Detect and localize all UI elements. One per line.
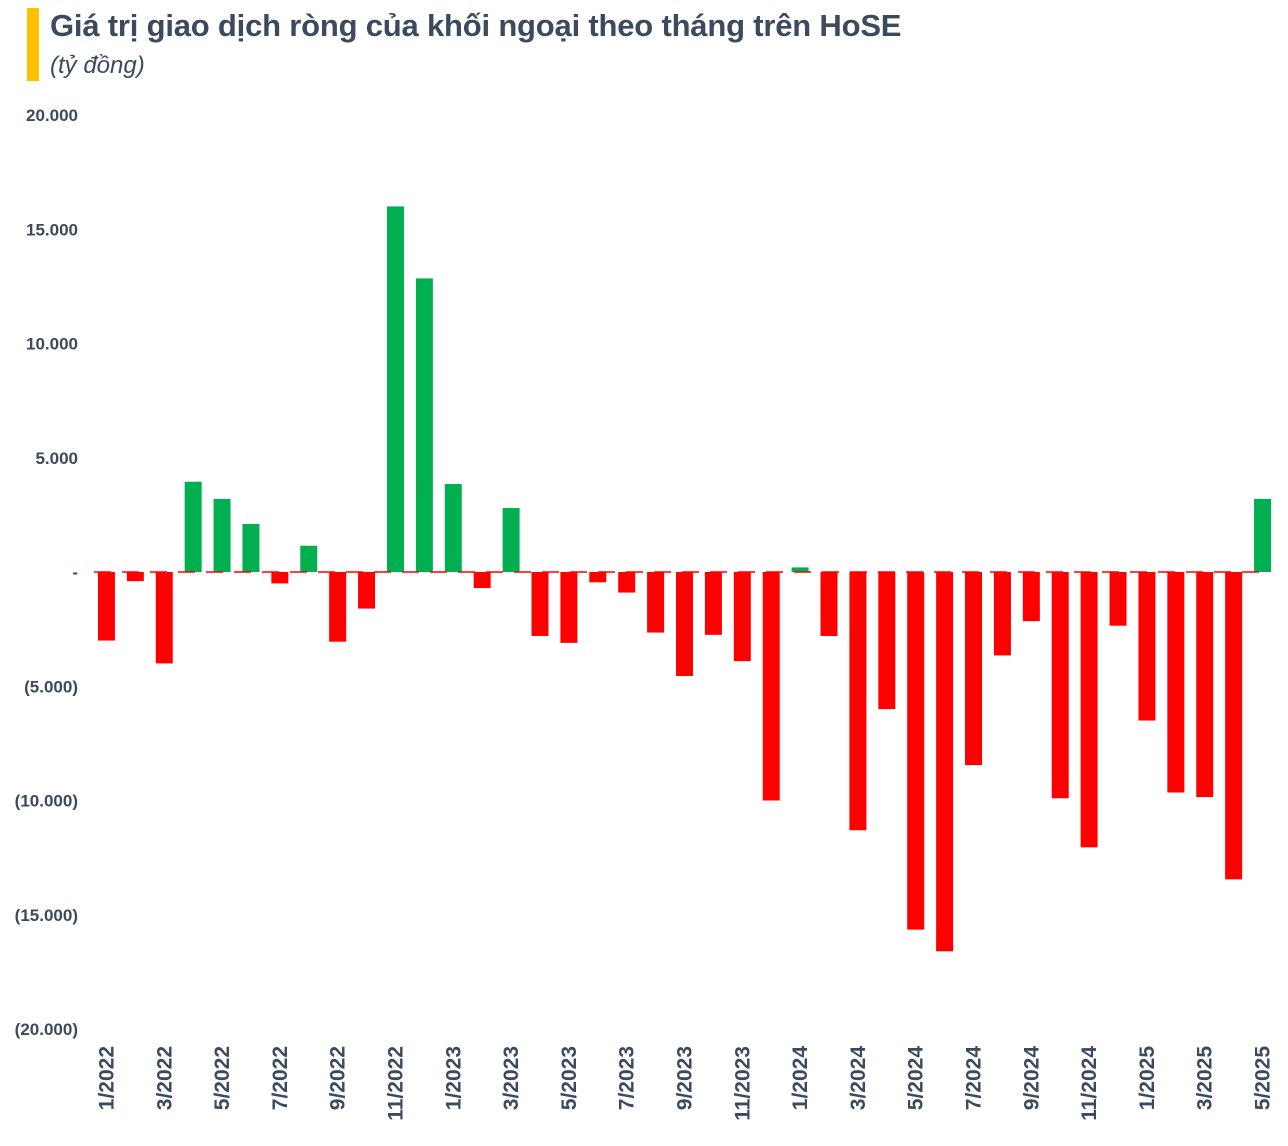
x-tick-label: 5/2023 — [558, 1046, 581, 1110]
bar-12-2024 — [1109, 572, 1127, 626]
bar-6-2024 — [936, 572, 954, 952]
x-tick-label: 7/2022 — [269, 1046, 292, 1110]
bar-12-2023 — [762, 572, 780, 801]
bar-10-2024 — [1051, 572, 1069, 799]
x-tick-label: 1/2023 — [442, 1046, 465, 1110]
bar-5-2022 — [213, 498, 231, 572]
bar-5-2023 — [560, 572, 578, 643]
bar-7-2023 — [618, 572, 636, 593]
x-tick-label: 9/2023 — [674, 1046, 697, 1110]
title-accent-bar — [27, 8, 39, 81]
bar-3-2023 — [502, 508, 520, 572]
y-tick-label: 10.000 — [26, 335, 78, 354]
chart-subtitle: (tỷ đồng) — [50, 52, 145, 79]
bar-6-2023 — [589, 572, 607, 583]
x-tick-label: 3/2024 — [847, 1046, 870, 1111]
bar-3-2022 — [155, 572, 173, 664]
bar-4-2022 — [184, 481, 202, 572]
bar-4-2024 — [878, 572, 896, 710]
y-tick-label: 5.000 — [35, 449, 78, 468]
x-tick-label: 5/2022 — [211, 1046, 234, 1110]
bar-8-2023 — [647, 572, 665, 633]
chart-title: Giá trị giao dịch ròng của khối ngoại th… — [50, 8, 902, 43]
bar-2-2023 — [473, 572, 491, 588]
bar-3-2024 — [849, 572, 867, 831]
x-tick-label: 11/2024 — [1078, 1046, 1101, 1121]
x-tick-label: 3/2025 — [1194, 1046, 1217, 1111]
bar-9-2022 — [329, 572, 347, 642]
bar-8-2024 — [993, 572, 1011, 656]
bar-5-2024 — [907, 572, 925, 930]
x-tick-label: 11/2022 — [385, 1046, 408, 1121]
bar-8-2022 — [300, 545, 318, 572]
y-tick-label: 15.000 — [26, 220, 78, 239]
y-tick-label: (5.000) — [24, 677, 78, 696]
y-axis: 20.000 15.000 10.000 5.000 - (5.000) (10.000) (… — [15, 106, 78, 1039]
bar-6-2022 — [242, 524, 260, 572]
bar-11-2022 — [386, 206, 404, 572]
bar-10-2023 — [704, 572, 722, 635]
x-tick-label: 3/2023 — [500, 1046, 523, 1110]
x-tick-label: 1/2025 — [1136, 1046, 1159, 1111]
x-tick-label: 7/2023 — [616, 1046, 639, 1110]
bar-1-2023 — [444, 484, 462, 572]
bar-9-2023 — [676, 572, 693, 676]
x-tick-label: 1/2022 — [96, 1046, 119, 1110]
bar-3-2025 — [1196, 572, 1214, 798]
bar-12-2022 — [415, 278, 433, 572]
bar-10-2022 — [358, 572, 376, 609]
x-axis: 1/2022 3/2022 5/2022 7/2022 9/2022 11/2022 1/2… — [96, 1046, 1275, 1121]
x-tick-label: 9/2024 — [1020, 1046, 1043, 1111]
x-tick-label: 5/2024 — [905, 1046, 928, 1111]
bar-5-2025 — [1254, 498, 1272, 572]
bar-9-2024 — [1022, 572, 1040, 622]
bar-2-2024 — [820, 572, 838, 636]
y-tick-label: - — [72, 563, 78, 582]
bar-11-2023 — [733, 572, 751, 662]
y-tick-label: 20.000 — [26, 106, 78, 125]
bar-7-2024 — [965, 572, 983, 766]
bar-1-2025 — [1138, 572, 1156, 721]
bars — [94, 206, 1272, 952]
bar-1-2022 — [97, 572, 115, 641]
bar-4-2025 — [1225, 572, 1243, 880]
x-tick-label: 1/2024 — [789, 1046, 812, 1111]
bar-7-2022 — [271, 572, 289, 584]
bar-4-2023 — [531, 572, 549, 636]
x-tick-label: 7/2024 — [963, 1046, 986, 1111]
x-tick-label: 5/2025 — [1252, 1046, 1275, 1111]
bar-2-2022 — [126, 572, 144, 582]
bar-2-2025 — [1167, 572, 1185, 793]
bar-1-2024 — [791, 567, 809, 572]
x-tick-label: 11/2023 — [731, 1046, 754, 1121]
bar-11-2024 — [1080, 572, 1098, 848]
x-tick-label: 3/2022 — [153, 1046, 176, 1110]
y-tick-label: (10.000) — [15, 792, 78, 811]
y-tick-label: (20.000) — [15, 1020, 78, 1039]
x-tick-label: 9/2022 — [327, 1046, 350, 1110]
y-tick-label: (15.000) — [15, 906, 78, 925]
